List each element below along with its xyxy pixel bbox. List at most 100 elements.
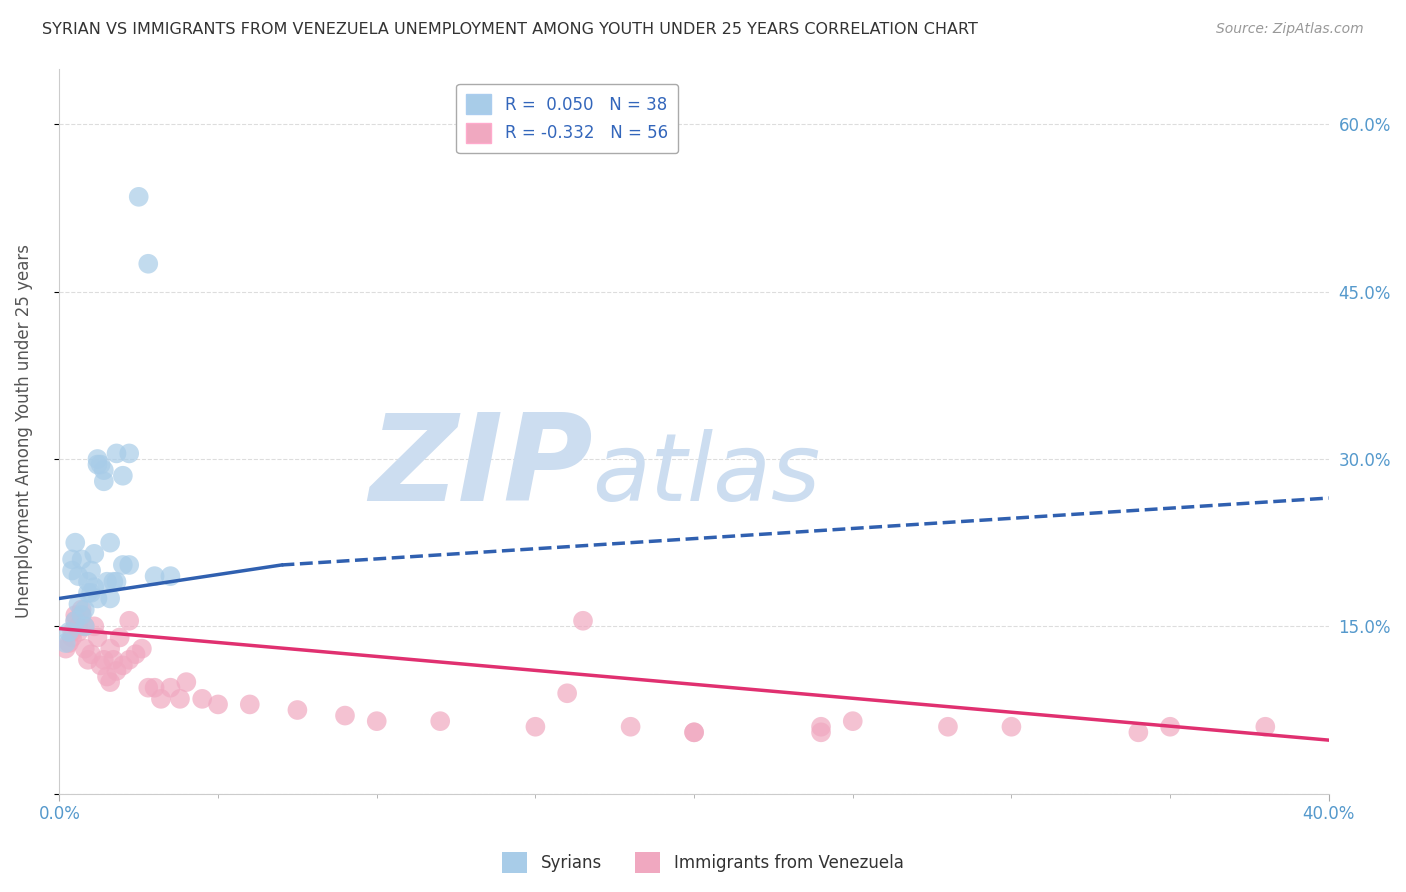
Point xyxy=(810,725,832,739)
Point xyxy=(70,608,93,623)
Point xyxy=(60,624,83,639)
Point xyxy=(1254,720,1277,734)
Point xyxy=(93,463,115,477)
Point xyxy=(131,641,153,656)
Point xyxy=(60,631,83,645)
Text: ZIP: ZIP xyxy=(368,409,592,526)
Point xyxy=(70,552,93,566)
Point xyxy=(77,586,100,600)
Legend: Syrians, Immigrants from Venezuela: Syrians, Immigrants from Venezuela xyxy=(496,846,910,880)
Point xyxy=(287,703,309,717)
Point xyxy=(96,669,118,683)
Point xyxy=(65,614,87,628)
Point xyxy=(73,641,96,656)
Point xyxy=(73,602,96,616)
Point xyxy=(124,647,146,661)
Point xyxy=(572,614,595,628)
Point xyxy=(683,725,706,739)
Point xyxy=(58,624,80,639)
Point xyxy=(159,569,181,583)
Point xyxy=(98,675,121,690)
Point xyxy=(86,591,108,606)
Point xyxy=(105,574,128,589)
Point xyxy=(524,720,547,734)
Point xyxy=(111,658,134,673)
Point xyxy=(73,619,96,633)
Point xyxy=(60,564,83,578)
Point xyxy=(83,619,105,633)
Point xyxy=(105,446,128,460)
Point xyxy=(1128,725,1150,739)
Point xyxy=(683,725,706,739)
Text: atlas: atlas xyxy=(592,429,821,520)
Point xyxy=(86,458,108,472)
Point xyxy=(80,564,103,578)
Point xyxy=(103,574,125,589)
Point xyxy=(96,574,118,589)
Point xyxy=(1000,720,1022,734)
Point xyxy=(143,681,166,695)
Point xyxy=(159,681,181,695)
Point xyxy=(67,569,90,583)
Point xyxy=(136,257,159,271)
Point xyxy=(73,619,96,633)
Point xyxy=(207,698,229,712)
Text: SYRIAN VS IMMIGRANTS FROM VENEZUELA UNEMPLOYMENT AMONG YOUTH UNDER 25 YEARS CORR: SYRIAN VS IMMIGRANTS FROM VENEZUELA UNEM… xyxy=(42,22,979,37)
Point xyxy=(810,720,832,734)
Point xyxy=(65,535,87,549)
Point xyxy=(67,624,90,639)
Legend: R =  0.050   N = 38, R = -0.332   N = 56: R = 0.050 N = 38, R = -0.332 N = 56 xyxy=(457,84,678,153)
Point xyxy=(105,664,128,678)
Point xyxy=(86,452,108,467)
Point xyxy=(98,591,121,606)
Point xyxy=(111,468,134,483)
Point xyxy=(90,658,112,673)
Point xyxy=(555,686,578,700)
Point xyxy=(149,691,172,706)
Point xyxy=(366,714,388,728)
Point xyxy=(83,580,105,594)
Point xyxy=(98,535,121,549)
Point xyxy=(108,631,131,645)
Point xyxy=(176,675,198,690)
Point xyxy=(65,608,87,623)
Point xyxy=(55,641,77,656)
Point xyxy=(90,458,112,472)
Point xyxy=(93,653,115,667)
Point xyxy=(67,597,90,611)
Point xyxy=(191,691,214,706)
Text: Source: ZipAtlas.com: Source: ZipAtlas.com xyxy=(1216,22,1364,37)
Point xyxy=(70,608,93,623)
Point xyxy=(118,614,141,628)
Point xyxy=(842,714,865,728)
Point xyxy=(77,653,100,667)
Point xyxy=(111,558,134,572)
Point xyxy=(93,475,115,489)
Point xyxy=(128,190,150,204)
Point xyxy=(58,636,80,650)
Point xyxy=(1159,720,1181,734)
Y-axis label: Unemployment Among Youth under 25 years: Unemployment Among Youth under 25 years xyxy=(15,244,32,618)
Point xyxy=(70,602,93,616)
Point xyxy=(55,636,77,650)
Point xyxy=(429,714,451,728)
Point xyxy=(60,552,83,566)
Point xyxy=(620,720,643,734)
Point xyxy=(118,653,141,667)
Point xyxy=(80,647,103,661)
Point xyxy=(67,619,90,633)
Point xyxy=(333,708,356,723)
Point xyxy=(118,558,141,572)
Point xyxy=(83,547,105,561)
Point xyxy=(103,653,125,667)
Point xyxy=(80,586,103,600)
Point xyxy=(239,698,262,712)
Point xyxy=(98,641,121,656)
Point xyxy=(169,691,191,706)
Point xyxy=(86,631,108,645)
Point xyxy=(936,720,959,734)
Point xyxy=(136,681,159,695)
Point xyxy=(77,574,100,589)
Point xyxy=(65,614,87,628)
Point xyxy=(118,446,141,460)
